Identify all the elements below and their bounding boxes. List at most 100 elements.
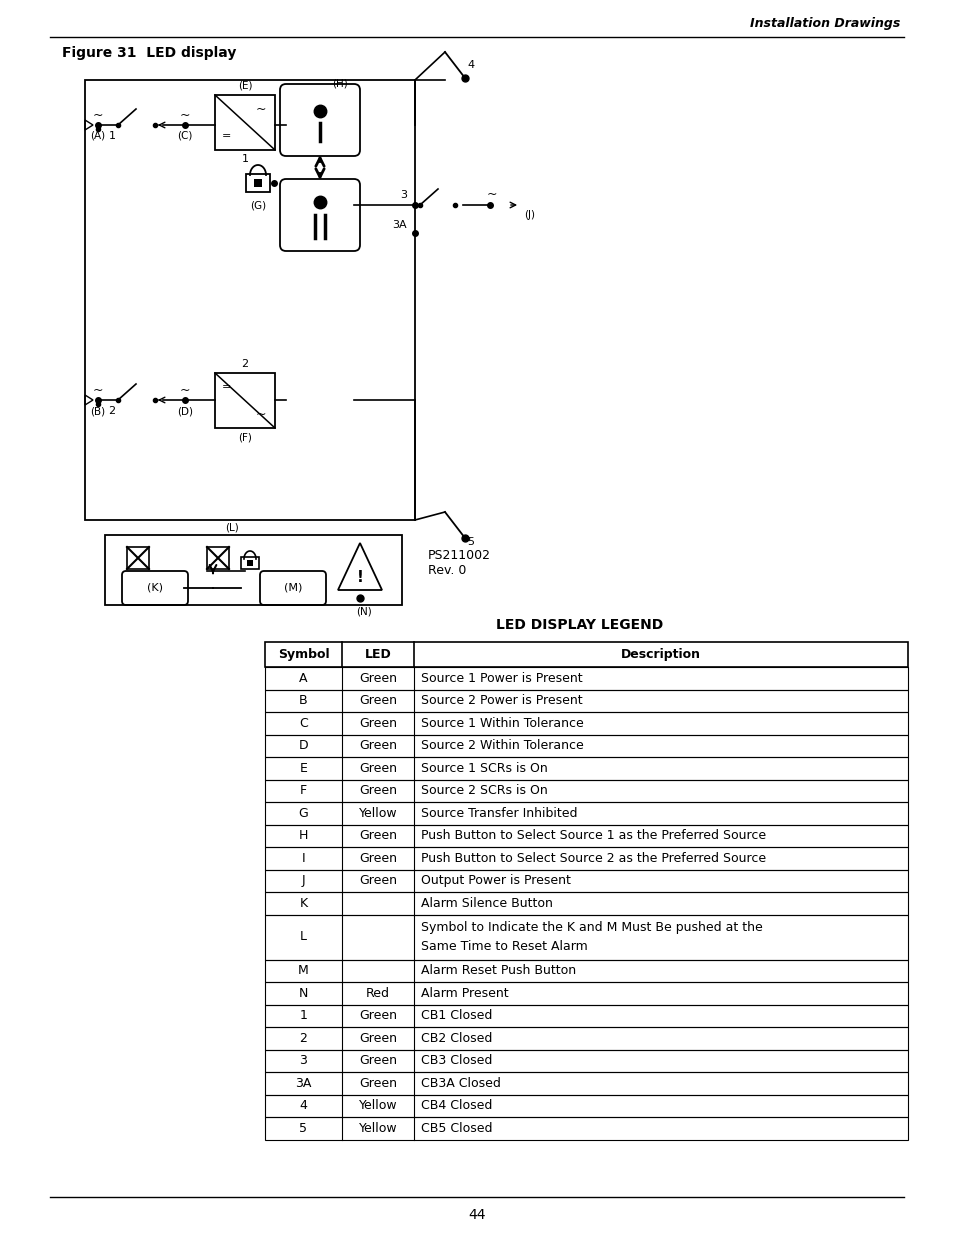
Bar <box>265 960 907 982</box>
Text: Green: Green <box>358 784 396 798</box>
Text: Source 2 Within Tolerance: Source 2 Within Tolerance <box>420 740 583 752</box>
Text: (C): (C) <box>177 131 193 141</box>
Bar <box>265 802 907 825</box>
Bar <box>265 642 907 667</box>
Text: Green: Green <box>358 740 396 752</box>
Text: Green: Green <box>358 852 396 864</box>
Text: Alarm Silence Button: Alarm Silence Button <box>420 897 553 910</box>
Text: (J): (J) <box>524 210 535 220</box>
Text: 5: 5 <box>299 1121 307 1135</box>
Text: ~: ~ <box>92 109 103 121</box>
Text: Same Time to Reset Alarm: Same Time to Reset Alarm <box>420 940 587 953</box>
Text: Push Button to Select Source 2 as the Preferred Source: Push Button to Select Source 2 as the Pr… <box>420 852 765 864</box>
Text: (G): (G) <box>250 200 266 210</box>
Text: ~: ~ <box>179 384 190 396</box>
Text: Green: Green <box>358 874 396 887</box>
Text: CB4 Closed: CB4 Closed <box>420 1099 492 1113</box>
Bar <box>105 535 401 605</box>
Text: Push Button to Select Source 1 as the Preferred Source: Push Button to Select Source 1 as the Pr… <box>420 829 765 842</box>
Text: B: B <box>299 694 308 708</box>
Text: H: H <box>298 829 308 842</box>
Bar <box>207 547 229 569</box>
Text: N: N <box>298 987 308 1000</box>
Bar <box>265 1050 907 1072</box>
Text: L: L <box>299 930 307 944</box>
Text: (N): (N) <box>355 606 372 618</box>
Bar <box>265 1028 907 1050</box>
Text: (L): (L) <box>225 522 238 534</box>
Bar <box>85 80 415 520</box>
Bar <box>265 757 907 779</box>
Text: CB3A Closed: CB3A Closed <box>420 1077 500 1089</box>
Text: Green: Green <box>358 762 396 774</box>
Text: C: C <box>299 716 308 730</box>
Bar <box>265 1094 907 1116</box>
Text: Source 1 Power is Present: Source 1 Power is Present <box>420 672 582 684</box>
Text: Yellow: Yellow <box>358 1099 396 1113</box>
Text: E: E <box>299 762 307 774</box>
Text: D: D <box>298 740 308 752</box>
Text: G: G <box>298 806 308 820</box>
Text: Yellow: Yellow <box>358 1121 396 1135</box>
Text: 3: 3 <box>399 190 407 200</box>
Text: CB2 Closed: CB2 Closed <box>420 1031 492 1045</box>
Text: (H): (H) <box>332 79 348 89</box>
Text: Yellow: Yellow <box>358 806 396 820</box>
Text: Green: Green <box>358 1009 396 1023</box>
Text: 5: 5 <box>467 537 474 547</box>
Text: Green: Green <box>358 829 396 842</box>
Text: Green: Green <box>358 672 396 684</box>
Text: A: A <box>299 672 308 684</box>
Text: J: J <box>301 874 305 887</box>
Text: ~: ~ <box>486 188 497 200</box>
Text: 4: 4 <box>299 1099 307 1113</box>
Text: Green: Green <box>358 694 396 708</box>
Text: =: = <box>222 382 232 391</box>
Bar <box>265 689 907 713</box>
Text: K: K <box>299 897 307 910</box>
Bar <box>265 667 907 689</box>
Text: (F): (F) <box>238 432 252 442</box>
Bar <box>265 892 907 914</box>
Text: 3A: 3A <box>295 1077 312 1089</box>
Text: 2: 2 <box>299 1031 307 1045</box>
Text: Source 2 Power is Present: Source 2 Power is Present <box>420 694 582 708</box>
Bar <box>214 95 274 149</box>
Text: 1: 1 <box>241 154 248 164</box>
Text: Source Transfer Inhibited: Source Transfer Inhibited <box>420 806 577 820</box>
Text: 44: 44 <box>468 1208 485 1221</box>
Text: PS211002
Rev. 0: PS211002 Rev. 0 <box>428 550 491 577</box>
Bar <box>265 713 907 735</box>
Bar <box>265 1072 907 1094</box>
Text: ~: ~ <box>255 103 266 116</box>
Text: (K): (K) <box>147 583 163 593</box>
Text: I: I <box>301 852 305 864</box>
Text: ~: ~ <box>179 109 190 121</box>
Bar <box>265 1116 907 1140</box>
Text: (D): (D) <box>177 406 193 416</box>
Text: 1: 1 <box>299 1009 307 1023</box>
Text: (M): (M) <box>283 583 302 593</box>
Text: F: F <box>299 784 307 798</box>
Bar <box>265 847 907 869</box>
Text: Source 1 Within Tolerance: Source 1 Within Tolerance <box>420 716 583 730</box>
Text: Red: Red <box>366 987 390 1000</box>
Text: CB1 Closed: CB1 Closed <box>420 1009 492 1023</box>
Text: Green: Green <box>358 1055 396 1067</box>
Text: LED: LED <box>364 648 391 661</box>
Text: Symbol to Indicate the K and M Must Be pushed at the: Symbol to Indicate the K and M Must Be p… <box>420 920 762 934</box>
Text: ~: ~ <box>92 384 103 396</box>
Text: Figure 31  LED display: Figure 31 LED display <box>62 46 236 61</box>
Text: 3A: 3A <box>392 220 407 230</box>
Bar <box>247 559 253 566</box>
Bar <box>265 735 907 757</box>
Text: Source 1 SCRs is On: Source 1 SCRs is On <box>420 762 547 774</box>
Text: Source 2 SCRs is On: Source 2 SCRs is On <box>420 784 547 798</box>
Text: 2: 2 <box>241 359 249 369</box>
Text: CB5 Closed: CB5 Closed <box>420 1121 492 1135</box>
Text: Symbol: Symbol <box>277 648 329 661</box>
Bar <box>265 779 907 802</box>
Text: ~: ~ <box>255 408 266 420</box>
Bar <box>127 547 149 569</box>
Text: 2: 2 <box>109 406 115 416</box>
